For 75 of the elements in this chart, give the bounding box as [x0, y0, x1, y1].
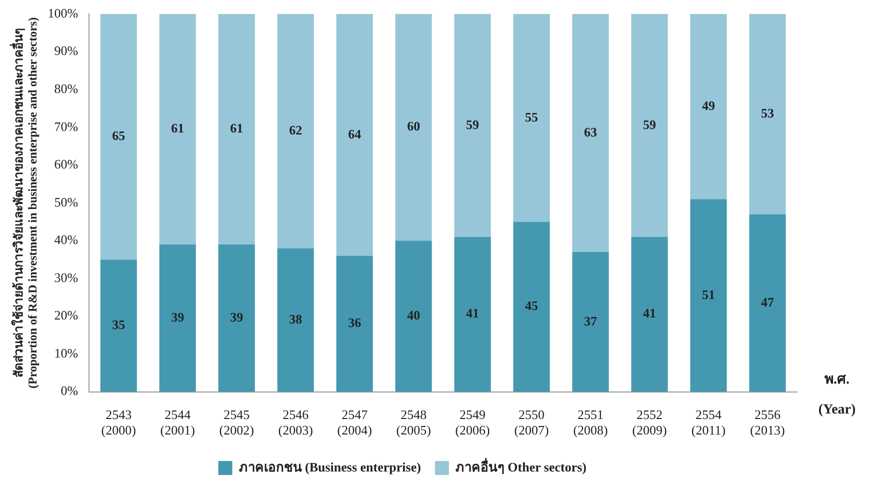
data-label: 62 [289, 122, 302, 138]
bar [513, 14, 550, 222]
data-label: 47 [761, 294, 775, 310]
data-label: 60 [407, 118, 420, 134]
bar [572, 14, 609, 252]
bar [395, 240, 432, 392]
y-tick-label: 10% [54, 345, 78, 360]
data-label: 53 [761, 105, 775, 120]
x-tick-label: 2550 (2007) [514, 407, 549, 438]
x-tick-label: 2544 (2001) [160, 407, 195, 438]
bar [100, 260, 137, 392]
bar [631, 236, 668, 392]
bar [277, 248, 314, 392]
data-label: 64 [348, 126, 362, 142]
data-label: 36 [348, 315, 362, 330]
data-label: 37 [584, 313, 598, 328]
data-label: 63 [584, 124, 598, 140]
y-tick-label: 40% [54, 232, 78, 248]
legend-label: ภาคอื่นๆ Other sectors) [455, 457, 586, 474]
y-tick-label: 30% [54, 270, 78, 285]
x-tick-label: 2546 (2003) [278, 407, 313, 438]
x-tick-label: 2548 (2005) [396, 407, 431, 438]
x-tick-label: 2543 (2000) [101, 407, 136, 438]
data-label: 49 [702, 98, 716, 113]
y-tick-label: 20% [54, 308, 78, 323]
bar [513, 222, 550, 392]
y-axis-title: สัดส่วนค่าใช้จ่ายด้านการวิจัยและพัฒนาของภาคเอกชนและภาคอื่นๆ (Proportion of R&D investment in business enterprise and other sectors) [9, 17, 40, 388]
data-label: 41 [643, 306, 656, 321]
bar [100, 14, 137, 260]
data-label: 38 [289, 311, 303, 326]
data-label: 45 [525, 298, 539, 314]
data-label: 39 [171, 309, 185, 324]
bar [395, 14, 432, 241]
bar [690, 14, 727, 200]
data-label: 40 [407, 308, 420, 323]
y-tick-label: 80% [54, 80, 78, 96]
bar [454, 236, 491, 392]
bar [159, 14, 196, 244]
data-label: 39 [230, 309, 244, 324]
x-tick-label: 2556 (2013) [750, 407, 785, 438]
bar [454, 14, 491, 237]
x-tick-label: 2547 (2004) [337, 407, 372, 438]
bar [631, 14, 668, 237]
bar [336, 256, 373, 392]
y-tick-label: 60% [54, 156, 78, 172]
y-tick-label: 0% [60, 383, 78, 398]
legend-label: ภาคเอกชน (Business enterprise) [238, 459, 421, 474]
data-label: 61 [230, 120, 244, 136]
data-label: 59 [643, 116, 657, 132]
data-label: 65 [112, 128, 126, 144]
data-label: 51 [702, 286, 716, 302]
bar [572, 252, 609, 392]
bar [218, 14, 255, 244]
data-label: 59 [466, 116, 480, 132]
data-label: 41 [466, 306, 480, 321]
bar [336, 14, 373, 256]
x-tick-label: 2545 (2002) [219, 407, 254, 438]
data-label: 35 [112, 317, 126, 332]
x-axis-title: พ.ศ. (Year) [818, 372, 856, 418]
bar [218, 244, 255, 392]
y-tick-label: 70% [54, 118, 78, 134]
bar [749, 214, 786, 392]
x-tick-label: 2552 (2009) [632, 407, 667, 438]
y-tick-label: 100% [48, 5, 78, 20]
y-tick-label: 50% [54, 194, 78, 210]
x-tick-label: 2549 (2006) [455, 407, 490, 438]
x-tick-label: 2554 (2011) [691, 407, 726, 438]
y-tick-label: 90% [54, 43, 78, 58]
bar [159, 244, 196, 392]
bar [690, 199, 727, 392]
data-label: 61 [171, 120, 184, 136]
bar [277, 14, 314, 248]
x-tick-label: 2551 (2008) [573, 407, 608, 438]
data-label: 55 [525, 109, 539, 124]
bar [749, 14, 786, 214]
